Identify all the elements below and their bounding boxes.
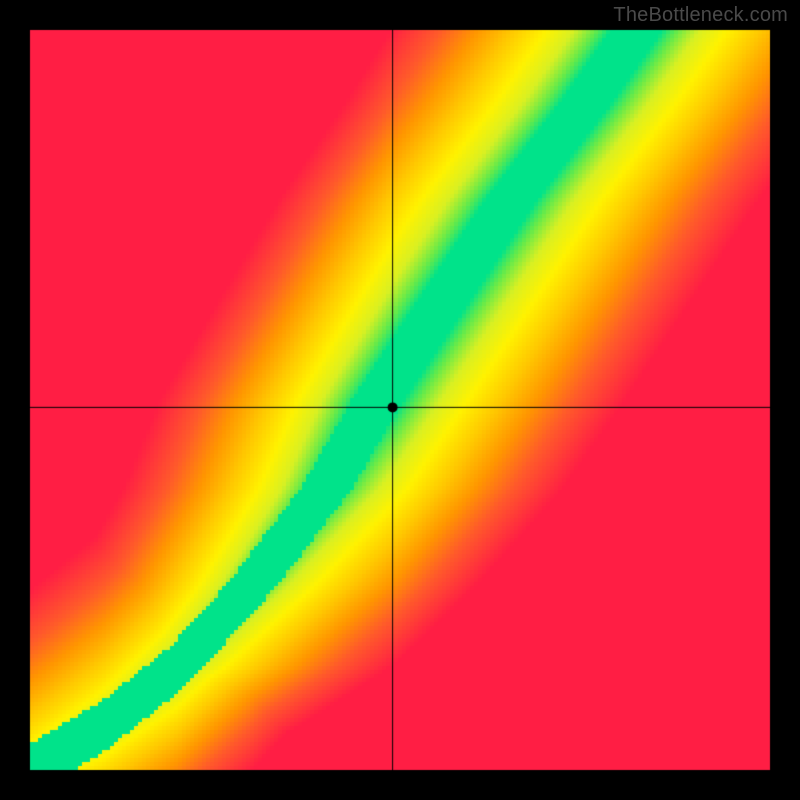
chart-container: TheBottleneck.com — [0, 0, 800, 800]
bottleneck-heatmap — [0, 0, 800, 800]
watermark-text: TheBottleneck.com — [613, 4, 788, 27]
